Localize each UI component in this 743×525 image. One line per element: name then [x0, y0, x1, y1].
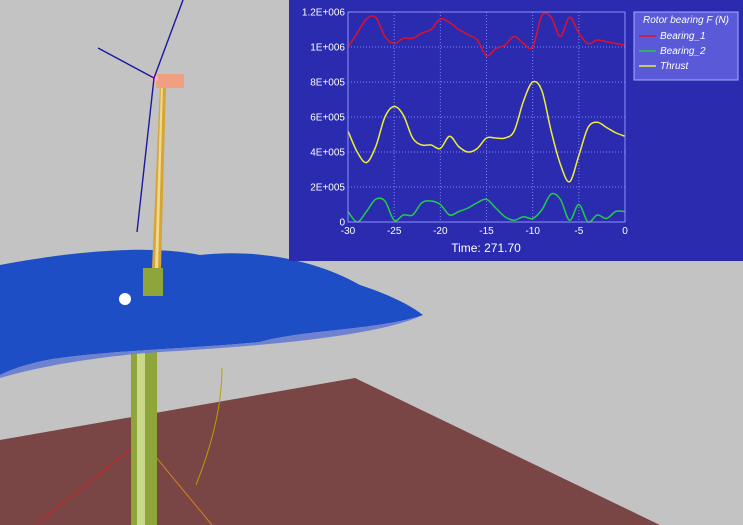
x-tick-label: 0: [622, 226, 628, 237]
mooring-line-orange: [149, 449, 213, 525]
cable-yellow: [195, 367, 223, 486]
x-tick-label: -30: [341, 226, 356, 237]
chart-panel: -30 -25 -20 -15 -10 -5 0 0 2E+005 4E+005 6E+005 8E+…: [289, 0, 743, 261]
water-surface-underside: [0, 315, 423, 378]
legend-title: Rotor bearing F (N): [643, 15, 729, 26]
tower-lower-highlight: [137, 345, 145, 525]
y-tick-label: 8E+005: [310, 78, 345, 89]
time-label: Time: 271.70: [451, 241, 521, 255]
y-tick-label: 1E+006: [310, 43, 345, 54]
buoy: [119, 293, 131, 305]
mooring-line-red: [34, 447, 133, 525]
series-line-thrust: [347, 80, 626, 183]
series-line-bearing-1: [347, 12, 626, 57]
series-lines: [347, 12, 626, 223]
blade-left: [97, 47, 155, 79]
x-tick-label: -25: [387, 226, 402, 237]
tower-upper-green: [143, 268, 163, 296]
x-tick-label: -10: [525, 226, 540, 237]
legend-label: Bearing_1: [660, 31, 706, 42]
rotor-bearing-chart: -30 -25 -20 -15 -10 -5 0 0 2E+005 4E+005 6E+005 8E+…: [289, 0, 743, 261]
y-tick-label: 4E+005: [310, 148, 345, 159]
legend-label: Bearing_2: [660, 46, 706, 57]
tick-labels: -30 -25 -20 -15 -10 -5 0 0 2E+005 4E+005 6E+005 8E+…: [302, 8, 628, 238]
blade-bottom: [136, 77, 155, 233]
x-tick-label: -15: [479, 226, 494, 237]
legend: Rotor bearing F (N) Bearing_1 Bearing_2 Th…: [633, 11, 739, 81]
nacelle: [156, 74, 184, 88]
grid: [348, 12, 625, 222]
legend-label: Thrust: [660, 61, 690, 72]
y-tick-label: 2E+005: [310, 183, 345, 194]
blade-top: [153, 0, 184, 79]
y-tick-label: 0: [339, 218, 345, 229]
legend-box: [633, 11, 739, 81]
x-tick-label: -20: [433, 226, 448, 237]
water-surface: [0, 249, 423, 375]
sea-floor: [0, 378, 660, 525]
series-line-bearing-2: [347, 192, 626, 223]
y-tick-label: 1.2E+006: [302, 8, 346, 19]
x-tick-label: -5: [574, 226, 583, 237]
y-tick-label: 6E+005: [310, 113, 345, 124]
tower-upper-highlight: [155, 85, 163, 268]
plot-frame: [347, 11, 626, 223]
